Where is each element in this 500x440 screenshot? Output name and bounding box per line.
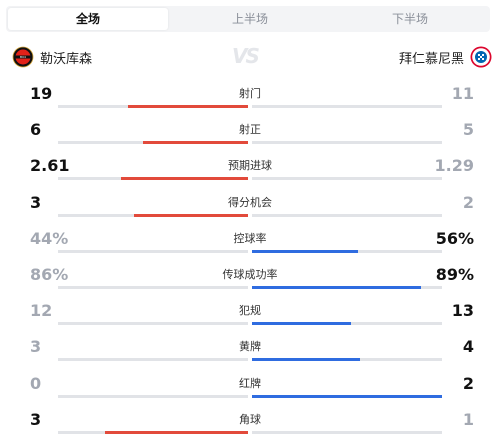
stat-label: 得分机会 <box>228 195 272 209</box>
svg-text:B04: B04 <box>20 55 26 59</box>
stat-row: 44% 控球率 56% <box>0 229 500 265</box>
away-bar-track <box>252 213 442 217</box>
home-bar-track <box>58 322 248 326</box>
stat-row: 19 射门 11 <box>0 84 500 120</box>
away-stat-value: 1.29 <box>434 156 474 176</box>
stat-row: 2.61 预期进球 1.29 <box>0 156 500 192</box>
stat-label: 控球率 <box>233 231 267 245</box>
away-stat-value: 2 <box>462 192 474 212</box>
home-bar-track <box>58 286 248 289</box>
home-bar-track <box>58 249 248 253</box>
home-bar-fill <box>121 177 248 181</box>
home-bar-track <box>58 430 248 434</box>
home-bar-track <box>58 213 248 217</box>
home-bar-fill <box>166 358 248 362</box>
away-bar-track <box>252 105 442 108</box>
home-bar-fill <box>134 213 248 217</box>
away-bar-track <box>252 249 442 253</box>
stat-row: 3 得分机会 2 <box>0 193 500 229</box>
home-team[interactable]: B04 勒沃库森 <box>12 46 92 68</box>
stat-label: 红牌 <box>239 376 261 390</box>
home-stat-value: 19 <box>30 84 53 103</box>
home-stat-value: 3 <box>30 337 42 357</box>
away-stat-value: 89% <box>435 265 474 284</box>
home-stat-value: 86% <box>30 265 69 284</box>
home-stat-value: 6 <box>30 120 42 140</box>
home-bar-fill <box>157 322 248 326</box>
home-bar-track <box>58 141 248 145</box>
away-stat-value: 11 <box>451 84 474 103</box>
home-bar-fill <box>105 430 248 434</box>
home-bar-track <box>58 105 248 108</box>
stat-row: 6 射正 5 <box>0 120 500 156</box>
stat-label: 射正 <box>239 123 261 137</box>
home-bar-fill <box>85 286 248 289</box>
away-bar-track <box>252 286 442 289</box>
home-bar-track <box>58 394 248 398</box>
away-stat-value: 5 <box>462 120 474 140</box>
home-bar-track <box>58 358 248 362</box>
away-stat-value: 4 <box>462 337 474 357</box>
period-tabs: 全场 上半场 下半场 <box>6 6 490 32</box>
away-bar-fill <box>252 105 322 108</box>
away-stat-value: 56% <box>435 228 474 248</box>
away-bar-track <box>252 322 442 326</box>
stat-row: 86% 传球成功率 89% <box>0 265 500 301</box>
stat-row: 3 黄牌 4 <box>0 337 500 373</box>
home-stat-value: 0 <box>30 373 42 393</box>
home-team-name: 勒沃库森 <box>40 51 93 67</box>
away-bar-fill <box>252 141 338 145</box>
away-bar-fill <box>252 358 360 362</box>
away-bar-fill <box>252 249 358 253</box>
away-bar-fill <box>252 430 300 434</box>
home-bar-fill <box>143 141 248 145</box>
home-bar-track <box>58 177 248 181</box>
bayern-crest-icon <box>470 46 492 68</box>
away-bar-track <box>252 358 442 362</box>
stat-label: 传球成功率 <box>222 268 278 281</box>
stat-row: 3 角球 1 <box>0 410 500 440</box>
away-bar-track <box>252 394 442 398</box>
home-stat-value: 2.61 <box>30 156 70 176</box>
stat-row: 0 红牌 2 <box>0 374 500 410</box>
stat-label: 射门 <box>239 87 261 100</box>
home-stat-value: 3 <box>30 192 42 212</box>
tab-second-half[interactable]: 下半场 <box>391 12 428 26</box>
home-stat-value: 44% <box>30 228 69 248</box>
away-stat-value: 2 <box>462 373 474 393</box>
stat-row: 12 犯规 13 <box>0 301 500 337</box>
vs-watermark: VS <box>232 44 260 68</box>
away-bar-track <box>252 141 442 145</box>
leverkusen-crest-icon: B04 <box>12 46 34 68</box>
away-bar-track <box>252 430 442 434</box>
stat-label: 角球 <box>239 412 261 426</box>
stat-label: 犯规 <box>239 304 261 318</box>
away-stat-value: 1 <box>462 409 474 429</box>
stat-label: 黄牌 <box>239 340 261 354</box>
away-bar-fill <box>252 322 351 326</box>
away-bar-track <box>252 177 442 181</box>
home-stat-value: 3 <box>30 409 42 429</box>
teams-header: B04 勒沃库森 VS 拜仁慕尼黑 <box>0 40 500 74</box>
away-bar-fill <box>252 213 328 217</box>
away-team[interactable]: 拜仁慕尼黑 <box>399 46 492 68</box>
stat-label: 预期进球 <box>228 159 272 173</box>
home-bar-fill <box>128 105 248 108</box>
away-bar-fill <box>252 286 421 289</box>
away-team-name: 拜仁慕尼黑 <box>398 51 464 67</box>
tab-full-match[interactable]: 全场 <box>8 8 168 30</box>
tab-first-half[interactable]: 上半场 <box>231 12 268 26</box>
away-bar-fill <box>252 394 442 398</box>
home-stat-value: 12 <box>30 301 53 321</box>
home-bar-fill <box>164 249 248 253</box>
away-bar-fill <box>252 177 315 181</box>
away-stat-value: 13 <box>451 301 474 321</box>
